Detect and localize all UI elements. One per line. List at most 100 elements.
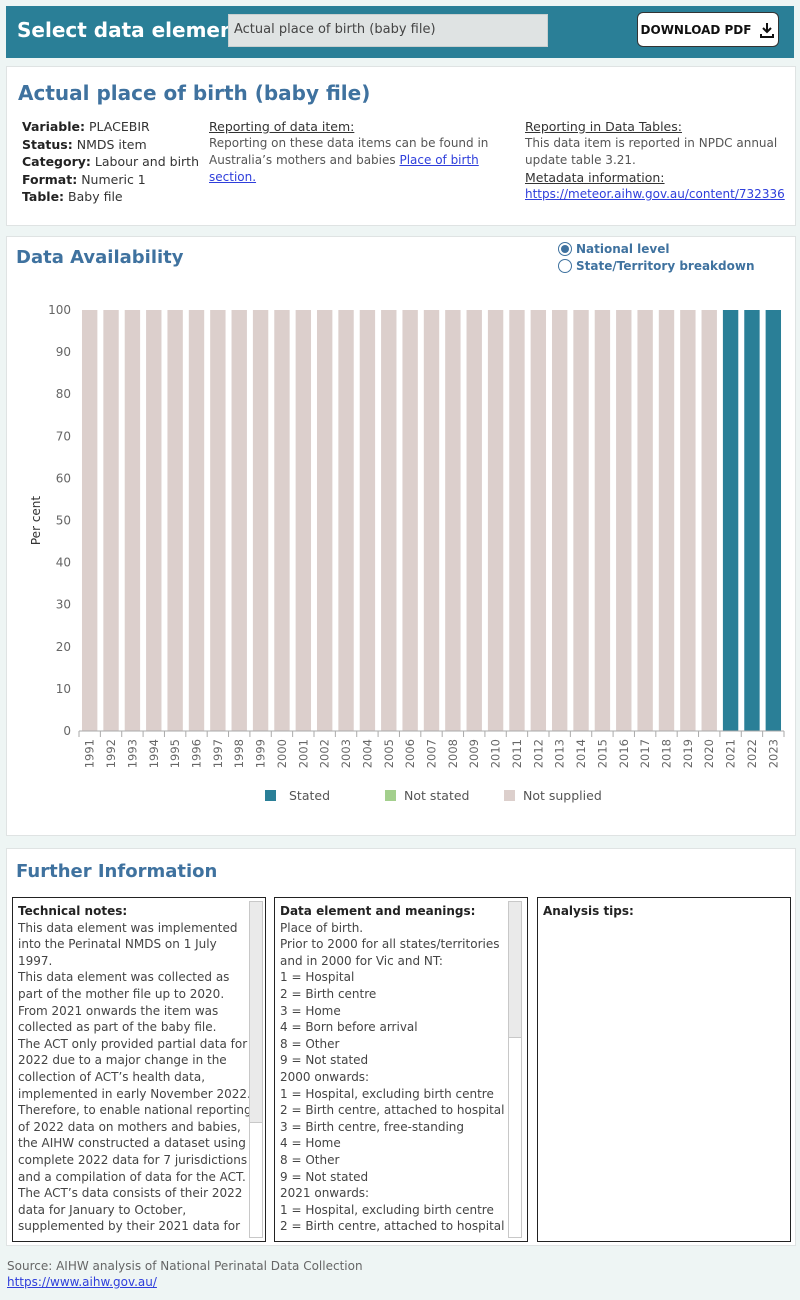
top-bar: Select data element: Actual place of bir… bbox=[6, 6, 794, 58]
y-tick-label: 30 bbox=[56, 598, 71, 612]
radio-national-level[interactable]: National level bbox=[558, 242, 670, 256]
x-tick-label: 2019 bbox=[681, 739, 695, 768]
scroll-thumb[interactable] bbox=[509, 902, 521, 1038]
bar-not-supplied-2002 bbox=[316, 310, 333, 731]
download-icon bbox=[760, 22, 775, 38]
aihw-link[interactable]: https://www.aihw.gov.au/ bbox=[7, 1275, 157, 1289]
technical-note-line: complete 2022 data for 7 jurisdictions bbox=[18, 1152, 248, 1167]
download-pdf-label: DOWNLOAD PDF bbox=[640, 22, 752, 37]
y-tick-label: 100 bbox=[48, 303, 71, 317]
data-element-select[interactable]: Actual place of birth (baby file) bbox=[228, 14, 548, 47]
further-title: Further Information bbox=[16, 861, 218, 882]
meaning-line: Place of birth. bbox=[280, 920, 364, 935]
legend-stated[interactable]: Stated bbox=[265, 788, 330, 803]
bar-not-supplied-2000 bbox=[274, 310, 290, 731]
meaning-line: Prior to 2000 for all states/territories bbox=[280, 937, 500, 952]
legend-label-not-supplied: Not supplied bbox=[523, 788, 602, 803]
reporting-text: Reporting on these data items can be fou… bbox=[209, 136, 489, 167]
technical-scrollbar[interactable] bbox=[249, 901, 263, 1238]
meanings-scrollbar[interactable] bbox=[508, 901, 522, 1238]
bar-not-supplied-2017 bbox=[637, 310, 653, 731]
analysis-tips-box[interactable]: Analysis tips: bbox=[537, 897, 791, 1242]
x-tick-label: 2001 bbox=[296, 739, 310, 768]
technical-note-line: From 2021 onwards the item was bbox=[18, 1003, 219, 1018]
page-title: Actual place of birth (baby file) bbox=[18, 81, 371, 105]
meaning-line: 2 = Birth centre bbox=[280, 986, 377, 1001]
x-tick-label: 2015 bbox=[595, 739, 609, 768]
x-tick-label: 2020 bbox=[702, 739, 716, 768]
technical-heading: Technical notes: bbox=[18, 904, 128, 918]
select-label: Select data element: bbox=[17, 18, 252, 42]
legend-not-supplied[interactable]: Not supplied bbox=[504, 788, 602, 803]
data-element-info-panel: Actual place of birth (baby file) Variab… bbox=[6, 66, 796, 226]
availability-chart: Per cent 0 10 20 30 40 50 60 70 80 90 100 1991 1992 19… bbox=[29, 303, 785, 768]
bar-not-supplied-1995 bbox=[167, 310, 183, 731]
meaning-line: and in 2000 for Vic and NT: bbox=[280, 953, 443, 968]
y-tick-label: 10 bbox=[56, 682, 71, 696]
radio-unselected-icon bbox=[558, 259, 572, 273]
meaning-line: 1 = Hospital, excluding birth centre bbox=[280, 1086, 494, 1101]
x-tick-label: 2016 bbox=[617, 739, 631, 768]
meanings-box[interactable]: Data element and meanings: Place of birt… bbox=[274, 897, 528, 1242]
meaning-line: 4 = Born before arrival bbox=[280, 1020, 418, 1035]
variable-value: PLACEBIR bbox=[89, 119, 150, 134]
bar-not-supplied-2009 bbox=[466, 310, 482, 731]
legend-swatch-stated bbox=[265, 790, 276, 801]
y-tick-label: 70 bbox=[56, 429, 71, 443]
source-text: Source: AIHW analysis of National Perina… bbox=[7, 1259, 363, 1273]
bar-not-supplied-2001 bbox=[295, 310, 312, 731]
bar-not-supplied-1997 bbox=[210, 310, 226, 731]
bar-not-supplied-2011 bbox=[509, 310, 525, 731]
variable-key: Variable: bbox=[22, 119, 86, 134]
source-footer: Source: AIHW analysis of National Perina… bbox=[7, 1258, 363, 1290]
x-tick-label: 2011 bbox=[510, 739, 524, 768]
x-tick-label: 1995 bbox=[168, 739, 182, 768]
legend-not-stated[interactable]: Not stated bbox=[385, 788, 469, 803]
x-tick-label: 1996 bbox=[190, 739, 204, 768]
x-tick-label: 2013 bbox=[553, 739, 567, 768]
meaning-line: 9 = Not stated bbox=[280, 1053, 369, 1068]
radio-state-breakdown[interactable]: State/Territory breakdown bbox=[558, 259, 755, 273]
x-tick-label: 2008 bbox=[446, 739, 460, 768]
bar-not-supplied-2005 bbox=[381, 310, 397, 731]
meanings-lines: Place of birth. Prior to 2000 for all sta… bbox=[280, 920, 504, 1235]
meaning-line: 2 = Birth centre, attached to hospital bbox=[280, 1103, 505, 1118]
tips-heading: Analysis tips: bbox=[543, 904, 634, 918]
technical-note-line: the AIHW constructed a dataset using bbox=[18, 1136, 246, 1151]
metadata-link[interactable]: https://meteor.aihw.gov.au/content/73233… bbox=[525, 187, 785, 201]
meanings-text: Data element and meanings: Place of birt… bbox=[280, 903, 504, 1235]
download-pdf-button[interactable]: DOWNLOAD PDF bbox=[637, 12, 779, 47]
bar-not-supplied-2014 bbox=[573, 310, 589, 731]
technical-note-line: supplemented by their 2021 data for bbox=[18, 1219, 241, 1234]
legend-label-not-stated: Not stated bbox=[404, 788, 470, 803]
bar-not-supplied-1992 bbox=[103, 310, 119, 731]
place-of-birth-link[interactable]: Place of birth section. bbox=[209, 153, 479, 184]
meaning-line: 3 = Birth centre, free-standing bbox=[280, 1119, 464, 1134]
technical-note-line: collection of ACT’s health data, bbox=[18, 1069, 206, 1084]
x-tick-label: 2018 bbox=[660, 739, 674, 768]
y-axis-label: Per cent bbox=[29, 496, 43, 546]
x-tick-label: 2009 bbox=[467, 739, 481, 768]
bar-not-supplied-2006 bbox=[402, 310, 418, 731]
bar-not-supplied-2013 bbox=[551, 310, 568, 731]
x-tick-label: 2021 bbox=[724, 739, 738, 768]
scroll-thumb[interactable] bbox=[250, 902, 262, 1123]
legend-swatch-not-supplied bbox=[504, 790, 515, 801]
meaning-line: 1 = Hospital, excluding birth centre bbox=[280, 1202, 494, 1217]
y-tick-label: 90 bbox=[56, 345, 71, 359]
meaning-line: 9 = Not stated bbox=[280, 1169, 369, 1184]
technical-note-line: Therefore, to enable national reporting bbox=[18, 1103, 252, 1118]
bar-not-supplied-2010 bbox=[487, 310, 504, 731]
radio-selected-icon bbox=[558, 242, 572, 256]
x-tick-label: 2023 bbox=[766, 739, 780, 768]
data-availability-panel: Per cent 0 10 20 30 40 50 60 70 80 90 100 1991 1992 19… bbox=[6, 236, 796, 836]
technical-note-line: into the Perinatal NMDS on 1 July bbox=[18, 937, 217, 952]
y-tick-label: 0 bbox=[63, 724, 71, 738]
legend-label-stated: Stated bbox=[289, 788, 331, 803]
x-tick-label: 2002 bbox=[318, 739, 332, 768]
bar-not-supplied-2016 bbox=[616, 310, 632, 731]
further-information-panel: Further Information Technical notes: Thi… bbox=[6, 848, 796, 1246]
x-tick-label: 1999 bbox=[254, 739, 268, 768]
technical-notes-box[interactable]: Technical notes: This data element was i… bbox=[12, 897, 266, 1242]
format-key: Format: bbox=[22, 171, 78, 187]
